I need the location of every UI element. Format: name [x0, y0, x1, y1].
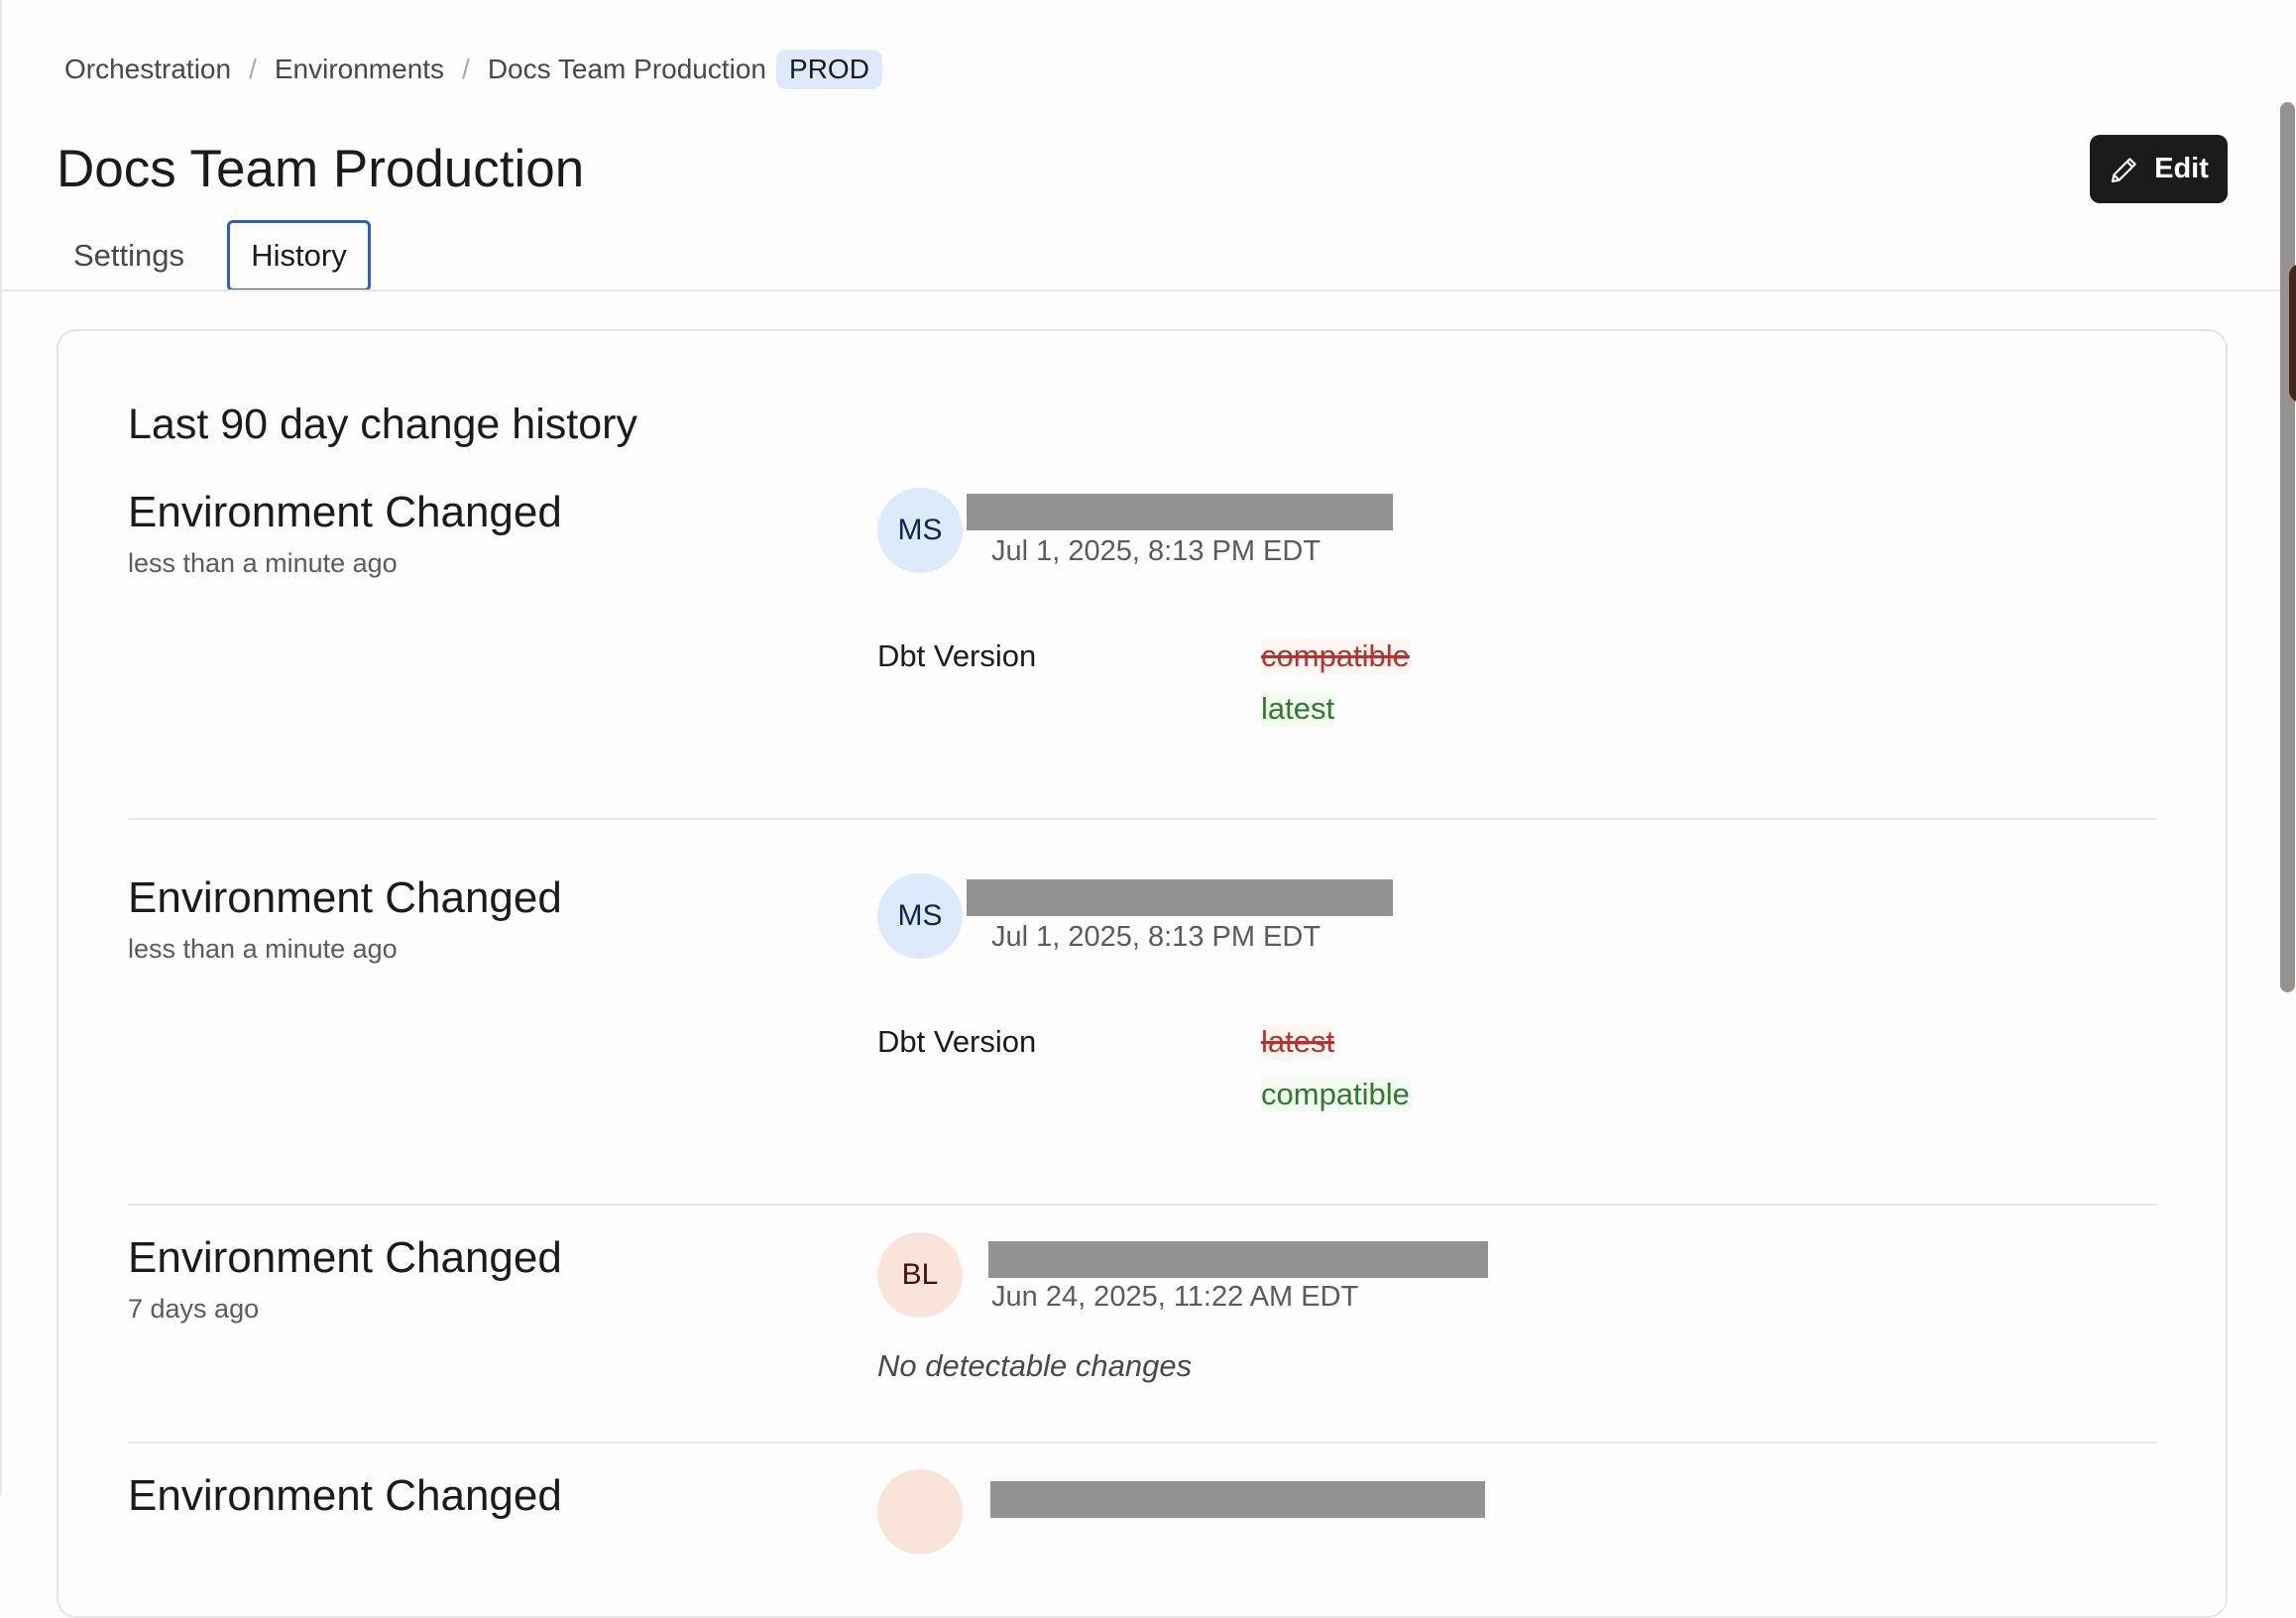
- redacted-user: [967, 494, 1393, 530]
- entry-divider: [128, 1442, 2157, 1444]
- breadcrumb: Orchestration / Environments / Docs Team…: [64, 50, 882, 89]
- entry-title: Environment Changed: [128, 488, 562, 536]
- edit-label: Edit: [2154, 153, 2209, 184]
- redacted-user: [967, 879, 1393, 916]
- redacted-user: [990, 1481, 1485, 1518]
- new-value: compatible: [1261, 1077, 1410, 1112]
- entry-date: Jul 1, 2025, 8:13 PM EDT: [991, 921, 1321, 953]
- entry-time-ago: less than a minute ago: [128, 934, 398, 964]
- environment-badge: PROD: [776, 50, 882, 89]
- tab-history[interactable]: History: [227, 220, 371, 291]
- pencil-icon: [2112, 157, 2136, 182]
- changed-field: Dbt Version: [877, 1024, 1037, 1059]
- page-title: Docs Team Production: [57, 140, 585, 198]
- history-heading: Last 90 day change history: [128, 401, 637, 448]
- entry-time-ago: less than a minute ago: [128, 548, 398, 578]
- breadcrumb-environments[interactable]: Environments: [274, 54, 445, 84]
- avatar: [877, 1469, 963, 1555]
- old-value: latest: [1261, 1024, 1335, 1060]
- avatar: MS: [877, 488, 963, 573]
- breadcrumb-orchestration[interactable]: Orchestration: [64, 54, 232, 84]
- entry-time-ago: 7 days ago: [128, 1294, 260, 1324]
- breadcrumb-separator: /: [249, 54, 257, 84]
- entry-title: Environment Changed: [128, 1471, 562, 1520]
- side-panel-handle[interactable]: [2289, 264, 2296, 403]
- entry-title: Environment Changed: [128, 1233, 562, 1282]
- entry-date: Jul 1, 2025, 8:13 PM EDT: [991, 535, 1321, 567]
- breadcrumb-separator: /: [462, 54, 470, 84]
- avatar: MS: [877, 873, 963, 959]
- changed-field: Dbt Version: [877, 638, 1037, 673]
- scrollbar[interactable]: [2280, 102, 2295, 992]
- entry-date: Jun 24, 2025, 11:22 AM EDT: [991, 1281, 1359, 1313]
- entry-divider: [128, 1204, 2157, 1206]
- new-value: latest: [1261, 691, 1335, 727]
- no-changes-note: No detectable changes: [877, 1348, 1193, 1383]
- entry-divider: [128, 818, 2157, 820]
- edit-button[interactable]: Edit: [2090, 135, 2228, 203]
- tab-settings[interactable]: Settings: [73, 238, 185, 273]
- old-value: compatible: [1261, 638, 1410, 674]
- entry-title: Environment Changed: [128, 873, 562, 922]
- redacted-user: [988, 1241, 1488, 1278]
- breadcrumb-current: Docs Team Production: [487, 54, 767, 84]
- tabs-divider: [2, 289, 2282, 291]
- history-card: [57, 329, 2228, 1618]
- avatar: BL: [877, 1232, 963, 1318]
